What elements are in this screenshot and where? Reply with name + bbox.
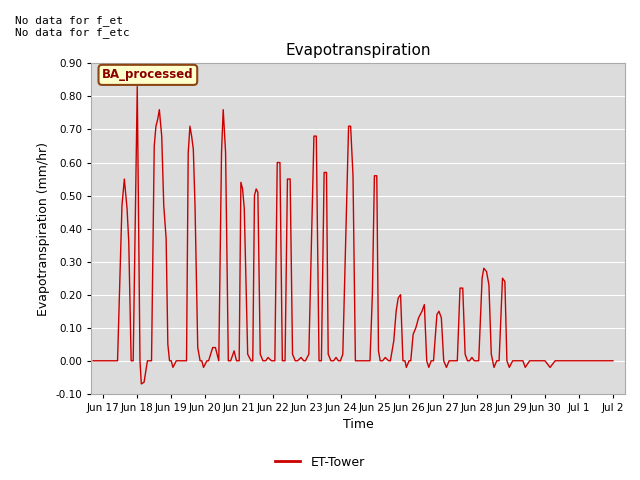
Y-axis label: Evapotranspiration (mm/hr): Evapotranspiration (mm/hr) [37,142,50,316]
Legend: ET-Tower: ET-Tower [270,451,370,474]
X-axis label: Time: Time [343,419,374,432]
Text: BA_processed: BA_processed [102,68,194,82]
Title: Evapotranspiration: Evapotranspiration [285,43,431,58]
Text: No data for f_et
No data for f_etc: No data for f_et No data for f_etc [15,15,130,38]
